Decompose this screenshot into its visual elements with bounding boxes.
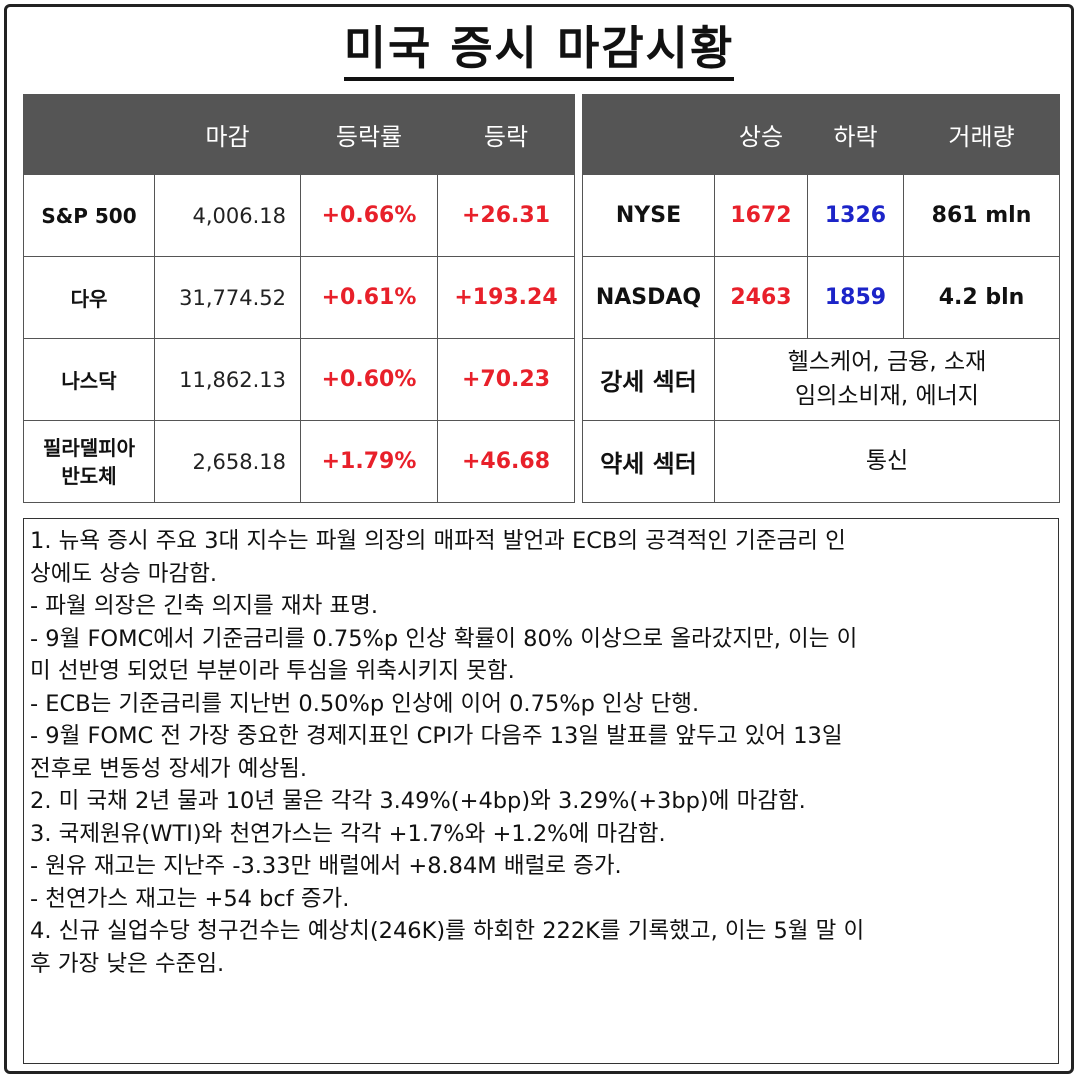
index-chg: +193.24 [437,256,575,339]
advance-count: 2463 [714,256,808,339]
note-line: 전후로 변동성 장세가 예상됨. [30,755,308,782]
index-header-chg: 등락 [437,94,575,175]
index-name-line1: 필라델피아 [43,435,135,460]
note-line: 미 선반영 되었던 부분이라 투심을 위축시키지 못함. [30,658,515,684]
index-chg: +26.31 [437,174,575,257]
page-title: 미국 증시 마감시황 [0,12,1078,81]
index-name: 필라델피아 반도체 [23,420,155,503]
note-line: - 파월 의장은 긴축 의지를 재차 표명. [30,593,378,619]
index-pct: +0.61% [300,256,438,339]
strong-sector-label: 강세 섹터 [582,338,715,421]
market-row-nyse: NYSE 1672 1326 861 mln [582,174,1060,257]
weak-sector-value: 통신 [714,420,1060,503]
note-line: 2. 미 국채 2년 물과 10년 물은 각각 3.49%(+4bp)와 3.2… [30,788,806,814]
note-line: - 9월 FOMC에서 기준금리를 0.75%p 인상 확률이 80% 이상으로… [30,625,858,652]
index-close: 2,658.18 [154,420,301,503]
exchange-name: NYSE [582,174,715,257]
index-header-blank [23,94,155,175]
note-line: 후 가장 낮은 수준임. [30,950,225,977]
index-name: S&P 500 [23,174,155,257]
index-name-line2: 반도체 [61,463,117,488]
decline-count: 1859 [807,256,904,339]
index-table-header: 마감 등락률 등락 [23,94,575,175]
note-line: - 천연가스 재고는 +54 bcf 증가. [30,885,350,912]
market-header-advance: 상승 [714,94,808,175]
weak-sector-row: 약세 섹터 통신 [582,420,1060,503]
strong-sector-value: 헬스케어, 금융, 소재 임의소비재, 에너지 [714,338,1060,421]
index-header-pct: 등락률 [300,94,438,175]
index-close: 31,774.52 [154,256,301,339]
index-chg: +46.68 [437,420,575,503]
strong-sector-row: 강세 섹터 헬스케어, 금융, 소재 임의소비재, 에너지 [582,338,1060,421]
index-row-sp500: S&P 500 4,006.18 +0.66% +26.31 [23,174,575,257]
market-header-blank [582,94,715,175]
volume-value: 861 mln [903,174,1060,257]
market-table: 상승 하락 거래량 NYSE 1672 1326 861 mln NASDAQ … [582,94,1060,503]
index-row-dow: 다우 31,774.52 +0.61% +193.24 [23,256,575,339]
index-chg: +70.23 [437,338,575,421]
volume-value: 4.2 bln [903,256,1060,339]
index-header-close: 마감 [154,94,301,175]
index-close: 11,862.13 [154,338,301,421]
index-row-nasdaq: 나스닥 11,862.13 +0.60% +70.23 [23,338,575,421]
decline-count: 1326 [807,174,904,257]
index-table: 마감 등락률 등락 S&P 500 4,006.18 +0.66% +26.31… [23,94,575,503]
note-line: - ECB는 기준금리를 지난번 0.50%p 인상에 이어 0.75%p 인상… [30,690,700,717]
index-pct: +0.60% [300,338,438,421]
market-table-header: 상승 하락 거래량 [582,94,1060,175]
note-line: - 원유 재고는 지난주 -3.33만 배럴에서 +8.84M 배럴로 증가. [30,853,622,879]
weak-sector-label: 약세 섹터 [582,420,715,503]
note-line: 상에도 상승 마감함. [30,560,218,587]
page-title-text: 미국 증시 마감시황 [343,21,735,81]
note-line: 4. 신규 실업수당 청구건수는 예상치(246K)를 하회한 222K를 기록… [30,918,865,944]
market-row-nasdaq: NASDAQ 2463 1859 4.2 bln [582,256,1060,339]
note-line: 3. 국제원유(WTI)와 천연가스는 각각 +1.7%와 +1.2%에 마감함… [30,820,666,847]
strong-sector-line2: 임의소비재, 에너지 [795,382,979,409]
strong-sector-line1: 헬스케어, 금융, 소재 [787,349,987,376]
index-pct: +1.79% [300,420,438,503]
index-row-sox: 필라델피아 반도체 2,658.18 +1.79% +46.68 [23,420,575,503]
index-pct: +0.66% [300,174,438,257]
notes-box: 1. 뉴욕 증시 주요 3대 지수는 파월 의장의 매파적 발언과 ECB의 공… [23,518,1059,1064]
market-header-volume: 거래량 [903,94,1060,175]
index-close: 4,006.18 [154,174,301,257]
advance-count: 1672 [714,174,808,257]
market-header-decline: 하락 [807,94,904,175]
exchange-name: NASDAQ [582,256,715,339]
note-line: - 9월 FOMC 전 가장 중요한 경제지표인 CPI가 다음주 13일 발표… [30,723,843,749]
index-name: 다우 [23,256,155,339]
index-name: 나스닥 [23,338,155,421]
note-line: 1. 뉴욕 증시 주요 3대 지수는 파월 의장의 매파적 발언과 ECB의 공… [30,528,846,554]
